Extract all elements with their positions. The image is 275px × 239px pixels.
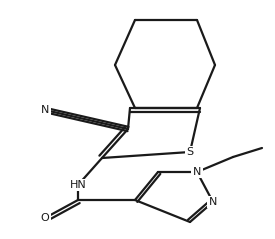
Text: N: N xyxy=(193,167,201,177)
Text: N: N xyxy=(209,197,217,207)
Text: HN: HN xyxy=(70,180,86,190)
Text: S: S xyxy=(186,147,194,157)
Text: N: N xyxy=(41,105,49,115)
Text: O: O xyxy=(41,213,50,223)
